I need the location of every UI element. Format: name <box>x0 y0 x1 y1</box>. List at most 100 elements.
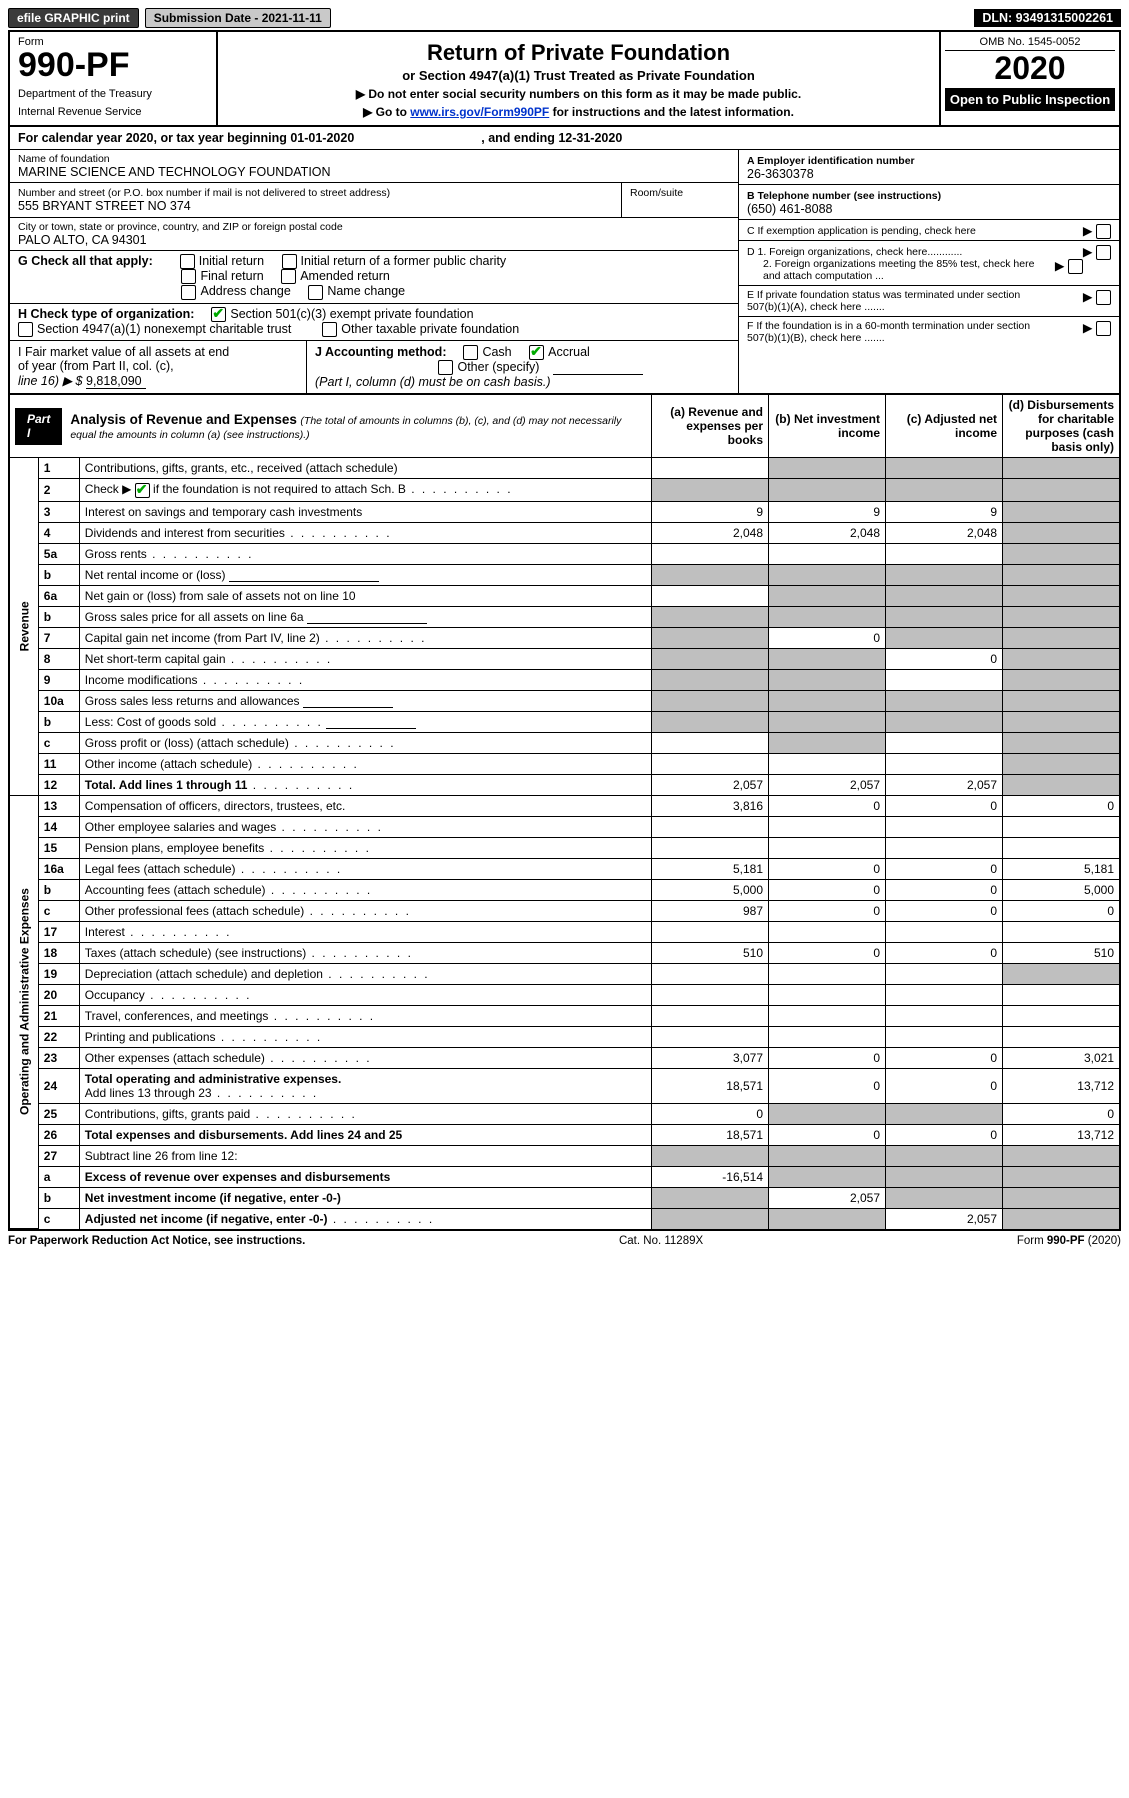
r24-b: 0 <box>769 1068 886 1103</box>
d2-label: 2. Foreign organizations meeting the 85%… <box>747 258 1043 282</box>
r22-desc: Printing and publications <box>79 1026 651 1047</box>
form-title: Return of Private Foundation <box>228 40 929 66</box>
r16a-a: 5,181 <box>652 858 769 879</box>
r23-desc: Other expenses (attach schedule) <box>79 1047 651 1068</box>
r27a-num: a <box>38 1166 79 1187</box>
r25-d: 0 <box>1003 1103 1120 1124</box>
j-accrual-checkbox[interactable] <box>529 345 544 360</box>
j-other-checkbox[interactable] <box>438 360 453 375</box>
r1-num: 1 <box>38 458 79 479</box>
row-16c: c Other professional fees (attach schedu… <box>10 900 1119 921</box>
form-note-2: ▶ Go to www.irs.gov/Form990PF for instru… <box>228 105 929 119</box>
r7-b: 0 <box>769 627 886 648</box>
r13-d: 0 <box>1003 795 1120 816</box>
row-25: 25 Contributions, gifts, grants paid 0 0 <box>10 1103 1119 1124</box>
h-501c3-checkbox[interactable] <box>211 307 226 322</box>
section-j: J Accounting method: Cash Accrual Other … <box>307 341 738 393</box>
j-cash-checkbox[interactable] <box>463 345 478 360</box>
i-line-b: of year (from Part II, col. (c), <box>18 359 298 373</box>
r19-desc: Depreciation (attach schedule) and deple… <box>79 963 651 984</box>
f-checkbox[interactable] <box>1096 321 1111 336</box>
r10c-desc: Gross profit or (loss) (attach schedule) <box>79 732 651 753</box>
row-18: 18 Taxes (attach schedule) (see instruct… <box>10 942 1119 963</box>
r1-desc: Contributions, gifts, grants, etc., rece… <box>79 458 651 479</box>
row-4: 4 Dividends and interest from securities… <box>10 522 1119 543</box>
row-1: Revenue 1 Contributions, gifts, grants, … <box>10 458 1119 479</box>
section-d: D 1. Foreign organizations, check here..… <box>739 241 1119 286</box>
r12-c: 2,057 <box>886 774 1003 795</box>
h-4947-checkbox[interactable] <box>18 322 33 337</box>
g-name-change-checkbox[interactable] <box>308 285 323 300</box>
col-c-header: (c) Adjusted net income <box>886 395 1003 458</box>
r25-a: 0 <box>652 1103 769 1124</box>
r24-num: 24 <box>38 1068 79 1103</box>
g-initial-former-checkbox[interactable] <box>282 254 297 269</box>
d2-checkbox[interactable] <box>1068 259 1083 274</box>
g-opt-0: Initial return <box>195 254 278 268</box>
row-10c: c Gross profit or (loss) (attach schedul… <box>10 732 1119 753</box>
r13-b: 0 <box>769 795 886 816</box>
r18-desc: Taxes (attach schedule) (see instruction… <box>79 942 651 963</box>
street-cell: Number and street (or P.O. box number if… <box>10 183 622 217</box>
r23-b: 0 <box>769 1047 886 1068</box>
form-subtitle: or Section 4947(a)(1) Trust Treated as P… <box>228 68 929 83</box>
r27c-num: c <box>38 1208 79 1229</box>
section-i: I Fair market value of all assets at end… <box>10 341 307 393</box>
i-fmv-value: 9,818,090 <box>86 374 146 389</box>
row-6b: b Gross sales price for all assets on li… <box>10 606 1119 627</box>
r17-desc: Interest <box>79 921 651 942</box>
r27b-desc: Net investment income (if negative, ente… <box>79 1187 651 1208</box>
row-13: Operating and Administrative Expenses 13… <box>10 795 1119 816</box>
form-note-1: ▶ Do not enter social security numbers o… <box>228 87 929 101</box>
row-24: 24 Total operating and administrative ex… <box>10 1068 1119 1103</box>
r6b-desc: Gross sales price for all assets on line… <box>79 606 651 627</box>
d1-checkbox[interactable] <box>1096 245 1111 260</box>
r4-c: 2,048 <box>886 522 1003 543</box>
r2-checkbox[interactable] <box>135 483 150 498</box>
r13-a: 3,816 <box>652 795 769 816</box>
g-initial-return-checkbox[interactable] <box>180 254 195 269</box>
r3-desc: Interest on savings and temporary cash i… <box>79 501 651 522</box>
g-label: G Check all that apply: <box>18 254 153 268</box>
r27b-b: 2,057 <box>769 1187 886 1208</box>
expense-side-label: Operating and Administrative Expenses <box>10 795 38 1208</box>
g-amended-return-checkbox[interactable] <box>281 269 296 284</box>
r18-b: 0 <box>769 942 886 963</box>
form990pf-link[interactable]: www.irs.gov/Form990PF <box>410 105 549 119</box>
r10a-num: 10a <box>38 690 79 711</box>
r11-desc: Other income (attach schedule) <box>79 753 651 774</box>
top-bar: efile GRAPHIC print Submission Date - 20… <box>8 8 1121 28</box>
id-left: Name of foundation MARINE SCIENCE AND TE… <box>10 150 738 393</box>
r23-a: 3,077 <box>652 1047 769 1068</box>
row-9: 9 Income modifications <box>10 669 1119 690</box>
r16b-num: b <box>38 879 79 900</box>
r5b-num: b <box>38 564 79 585</box>
section-g: G Check all that apply: Initial return I… <box>10 251 738 304</box>
g-address-change-checkbox[interactable] <box>181 285 196 300</box>
e-checkbox[interactable] <box>1096 290 1111 305</box>
row-7: 7 Capital gain net income (from Part IV,… <box>10 627 1119 648</box>
footer-left: For Paperwork Reduction Act Notice, see … <box>8 1235 305 1247</box>
r5a-num: 5a <box>38 543 79 564</box>
row-3: 3 Interest on savings and temporary cash… <box>10 501 1119 522</box>
f-label: F If the foundation is in a 60-month ter… <box>747 320 1047 344</box>
row-19: 19 Depreciation (attach schedule) and de… <box>10 963 1119 984</box>
city-cell: City or town, state or province, country… <box>10 218 738 251</box>
h-other-checkbox[interactable] <box>322 322 337 337</box>
r13-desc: Compensation of officers, directors, tru… <box>79 795 651 816</box>
header-right: OMB No. 1545-0052 2020 Open to Public In… <box>939 32 1119 125</box>
calendar-year-line: For calendar year 2020, or tax year begi… <box>10 127 1119 150</box>
row-8: 8 Net short-term capital gain 0 <box>10 648 1119 669</box>
r14-num: 14 <box>38 816 79 837</box>
j-cash: Cash <box>478 345 525 359</box>
c-checkbox[interactable] <box>1096 224 1111 239</box>
r27b-num: b <box>38 1187 79 1208</box>
city-label: City or town, state or province, country… <box>18 221 730 233</box>
row-20: 20 Occupancy <box>10 984 1119 1005</box>
col-a-header: (a) Revenue and expenses per books <box>652 395 769 458</box>
row-5b: b Net rental income or (loss) <box>10 564 1119 585</box>
r26-desc: Total expenses and disbursements. Add li… <box>79 1124 651 1145</box>
g-final-return-checkbox[interactable] <box>181 269 196 284</box>
r26-a: 18,571 <box>652 1124 769 1145</box>
form-number: 990-PF <box>18 48 208 82</box>
